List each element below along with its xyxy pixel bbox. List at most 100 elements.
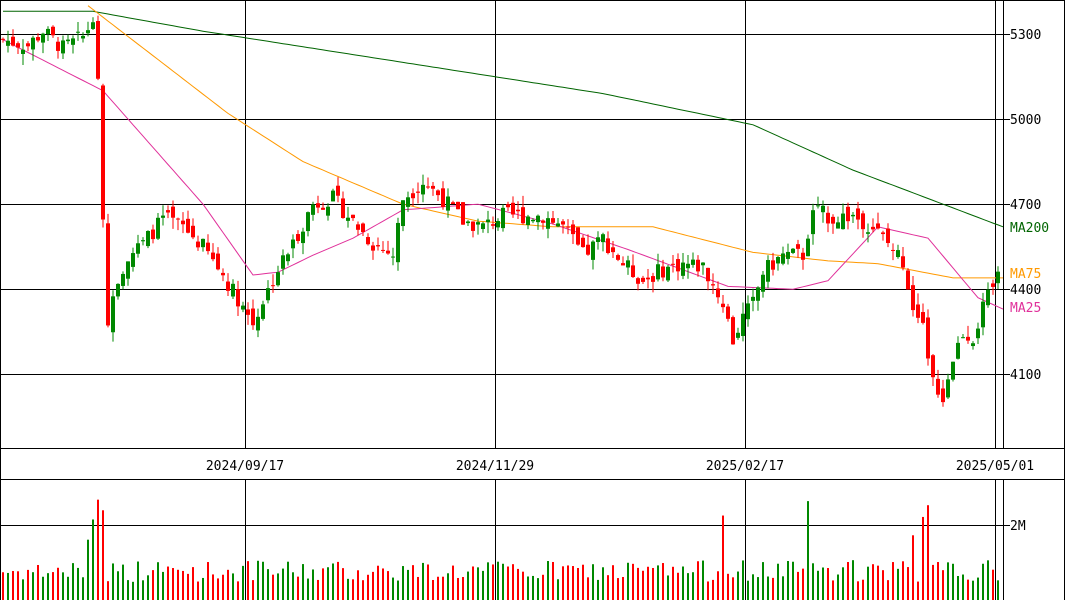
- volume-bar: [687, 573, 689, 600]
- candle-body: [416, 191, 420, 193]
- price-tick-label: 5300: [1010, 28, 1041, 43]
- volume-bar: [57, 567, 59, 600]
- volume-bar: [872, 564, 874, 600]
- volume-bar: [142, 580, 144, 600]
- volume-bar: [187, 573, 189, 600]
- volume-bar: [72, 563, 74, 600]
- volume-bar: [772, 577, 774, 600]
- volume-bar: [447, 573, 449, 600]
- volume-bar: [387, 571, 389, 600]
- candle-body: [776, 257, 780, 264]
- candle-body: [876, 223, 880, 229]
- candle-body: [726, 306, 730, 319]
- candle-body: [466, 221, 470, 224]
- volume-bar: [632, 563, 634, 600]
- candle-body: [736, 332, 740, 338]
- candle-body: [396, 222, 400, 263]
- candle-body: [1, 38, 5, 40]
- candle-body: [316, 203, 320, 208]
- candle-body: [126, 261, 130, 279]
- candle-body: [996, 271, 1000, 284]
- volume-bar: [542, 574, 544, 600]
- volume-bar: [832, 580, 834, 600]
- candle-body: [296, 234, 300, 241]
- candle-body: [216, 253, 220, 270]
- volume-bar: [962, 574, 964, 600]
- candle-body: [111, 296, 115, 333]
- candle-body: [671, 263, 675, 265]
- candle-body: [141, 240, 145, 242]
- candle-body: [106, 223, 110, 326]
- volume-bar: [927, 505, 929, 600]
- candle-body: [531, 219, 535, 222]
- volume-bar: [812, 563, 814, 600]
- candle-body: [211, 252, 215, 260]
- candle-body: [181, 220, 185, 225]
- volume-bar: [182, 570, 184, 600]
- volume-bar: [602, 567, 604, 600]
- volume-bar: [977, 577, 979, 600]
- volume-bar: [692, 572, 694, 600]
- volume-bar: [592, 564, 594, 600]
- volume-bar: [452, 565, 454, 600]
- candle-body: [516, 209, 520, 212]
- candle-body: [376, 245, 380, 247]
- candle-body: [796, 244, 800, 249]
- candle-body: [56, 41, 60, 51]
- candle-body: [371, 245, 375, 251]
- candle-body: [646, 277, 650, 280]
- date-tick-label: 2024/11/29: [456, 459, 534, 474]
- volume-bar: [712, 579, 714, 600]
- price-tick-label: 4700: [1010, 198, 1041, 213]
- volume-bar: [517, 568, 519, 600]
- candle-body: [836, 222, 840, 229]
- candle-body: [86, 30, 90, 34]
- volume-bar: [397, 580, 399, 600]
- volume-bar: [402, 566, 404, 600]
- volume-bar: [637, 567, 639, 600]
- volume-bar: [432, 579, 434, 600]
- candle-body: [196, 241, 200, 248]
- candle-body: [321, 207, 325, 210]
- volume-bar: [337, 561, 339, 600]
- candle-body: [601, 234, 605, 243]
- candle-body: [151, 229, 155, 240]
- candle-body: [816, 205, 820, 207]
- volume-bar: [587, 577, 589, 600]
- legend-ma25: MA25: [1010, 301, 1041, 316]
- volume-bar: [302, 564, 304, 600]
- candle-body: [821, 205, 825, 213]
- volume-bar: [112, 563, 114, 600]
- candle-body: [406, 197, 410, 207]
- candle-body: [541, 220, 545, 223]
- candle-body: [831, 216, 835, 224]
- candle-body: [626, 260, 630, 268]
- volume-bar: [767, 576, 769, 600]
- volume-bar: [7, 572, 9, 600]
- candle-body: [976, 328, 980, 339]
- legend-ma200: MA200: [1010, 221, 1049, 236]
- candle-body: [526, 216, 530, 225]
- candle-body: [46, 28, 50, 35]
- volume-bar: [757, 577, 759, 600]
- volume-bar: [627, 562, 629, 600]
- candle-body: [456, 201, 460, 210]
- candle-body: [36, 37, 40, 41]
- candle-body: [621, 263, 625, 266]
- candle-body: [101, 85, 105, 220]
- candle-body: [66, 39, 70, 42]
- candle-body: [536, 215, 540, 223]
- volume-bar: [557, 579, 559, 600]
- candle-body: [116, 283, 120, 297]
- candle-body: [691, 259, 695, 265]
- volume-bar: [372, 571, 374, 600]
- candle-body: [551, 218, 555, 223]
- volume-bar: [997, 580, 999, 600]
- candle-body: [346, 217, 350, 221]
- volume-bar: [707, 581, 709, 600]
- volume-bar: [162, 571, 164, 600]
- candle-body: [931, 355, 935, 378]
- volume-bar: [172, 568, 174, 600]
- candle-body: [761, 274, 765, 292]
